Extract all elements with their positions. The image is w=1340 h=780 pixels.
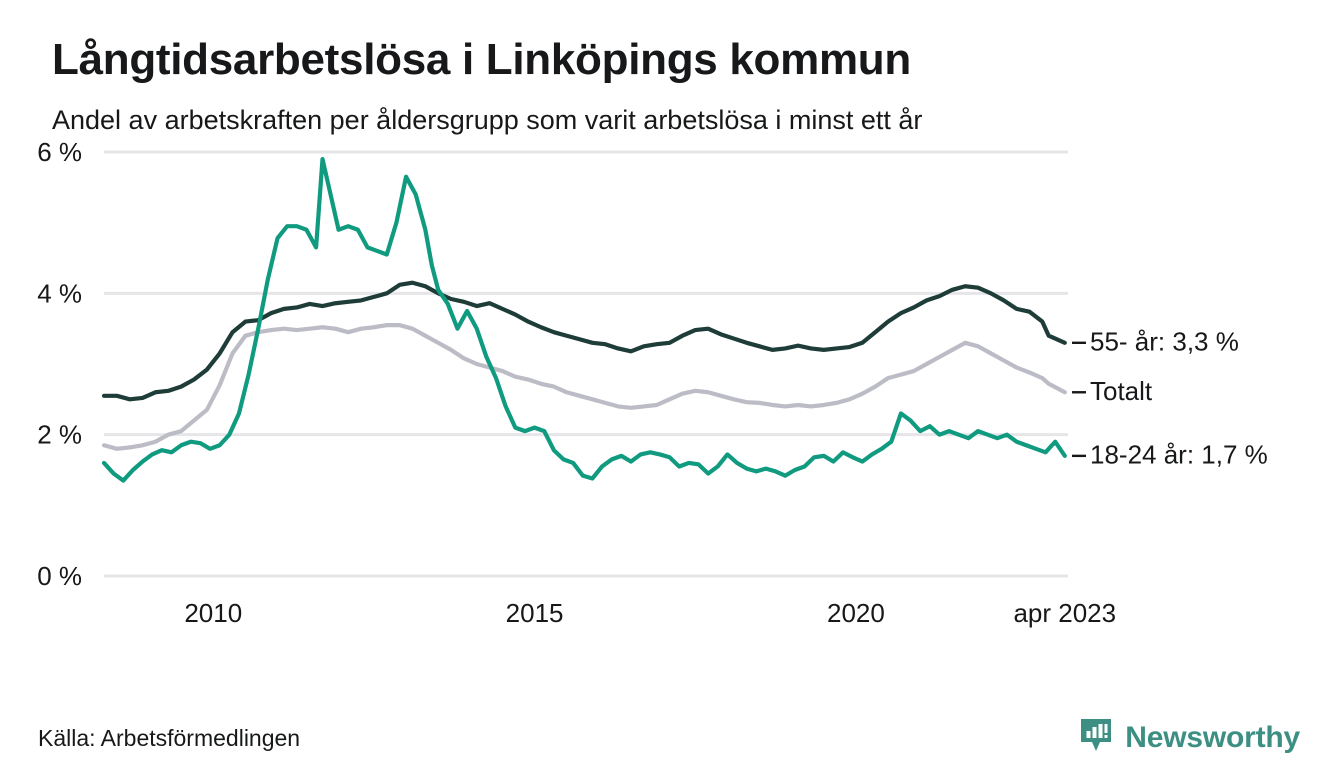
x-axis-tick-label: 2020: [827, 598, 885, 628]
chart-plot-area: 0 % 2 % 4 % 6 % 2010 2015 2020 apr 2023 55- år…: [0, 135, 1340, 706]
chart-footer: Källa: Arbetsförmedlingen Newsworthy: [0, 706, 1340, 780]
newsworthy-bar-chart-bubble-icon: [1079, 717, 1113, 760]
line-chart: 0 % 2 % 4 % 6 % 2010 2015 2020 apr 2023 55- år…: [37, 137, 1268, 628]
y-axis-tick-label: 2 %: [37, 420, 82, 450]
series-line-55-r: [101, 280, 1067, 402]
logo-text: Newsworthy: [1125, 721, 1300, 754]
source-note: Källa: Arbetsförmedlingen: [38, 724, 301, 751]
x-axis-tick-label: apr 2023: [1013, 598, 1116, 628]
y-axis-tick-label: 6 %: [37, 137, 82, 167]
series-label-55-r: 55- år: 3,3 %: [1090, 327, 1239, 357]
series-label-totalt: Totalt: [1090, 376, 1153, 406]
chart-header: Långtidsarbetslösa i Linköpings kommun A…: [0, 0, 1340, 135]
y-axis-tick-label: 0 %: [37, 561, 82, 591]
x-axis-tick-label: 2010: [184, 598, 242, 628]
series-labels-group: 55- år: 3,3 % Totalt 18-24 år: 1,7 %: [1072, 327, 1268, 470]
x-axis-tick-label: 2015: [506, 598, 564, 628]
newsworthy-logo: Newsworthy: [1079, 717, 1300, 760]
y-axis-tick-labels: 0 % 2 % 4 % 6 %: [37, 137, 82, 591]
x-axis-tick-labels: 2010 2015 2020 apr 2023: [184, 598, 1116, 628]
series-line-totalt: [101, 323, 1067, 452]
series-lines-group: [101, 157, 1067, 483]
y-axis-tick-label: 4 %: [37, 279, 82, 309]
series-label-18-24-r: 18-24 år: 1,7 %: [1090, 440, 1268, 470]
chart-subtitle: Andel av arbetskraften per åldersgrupp s…: [52, 104, 923, 135]
series-line-18-24-r: [101, 157, 1067, 483]
page-title: Långtidsarbetslösa i Linköpings kommun: [52, 35, 911, 84]
